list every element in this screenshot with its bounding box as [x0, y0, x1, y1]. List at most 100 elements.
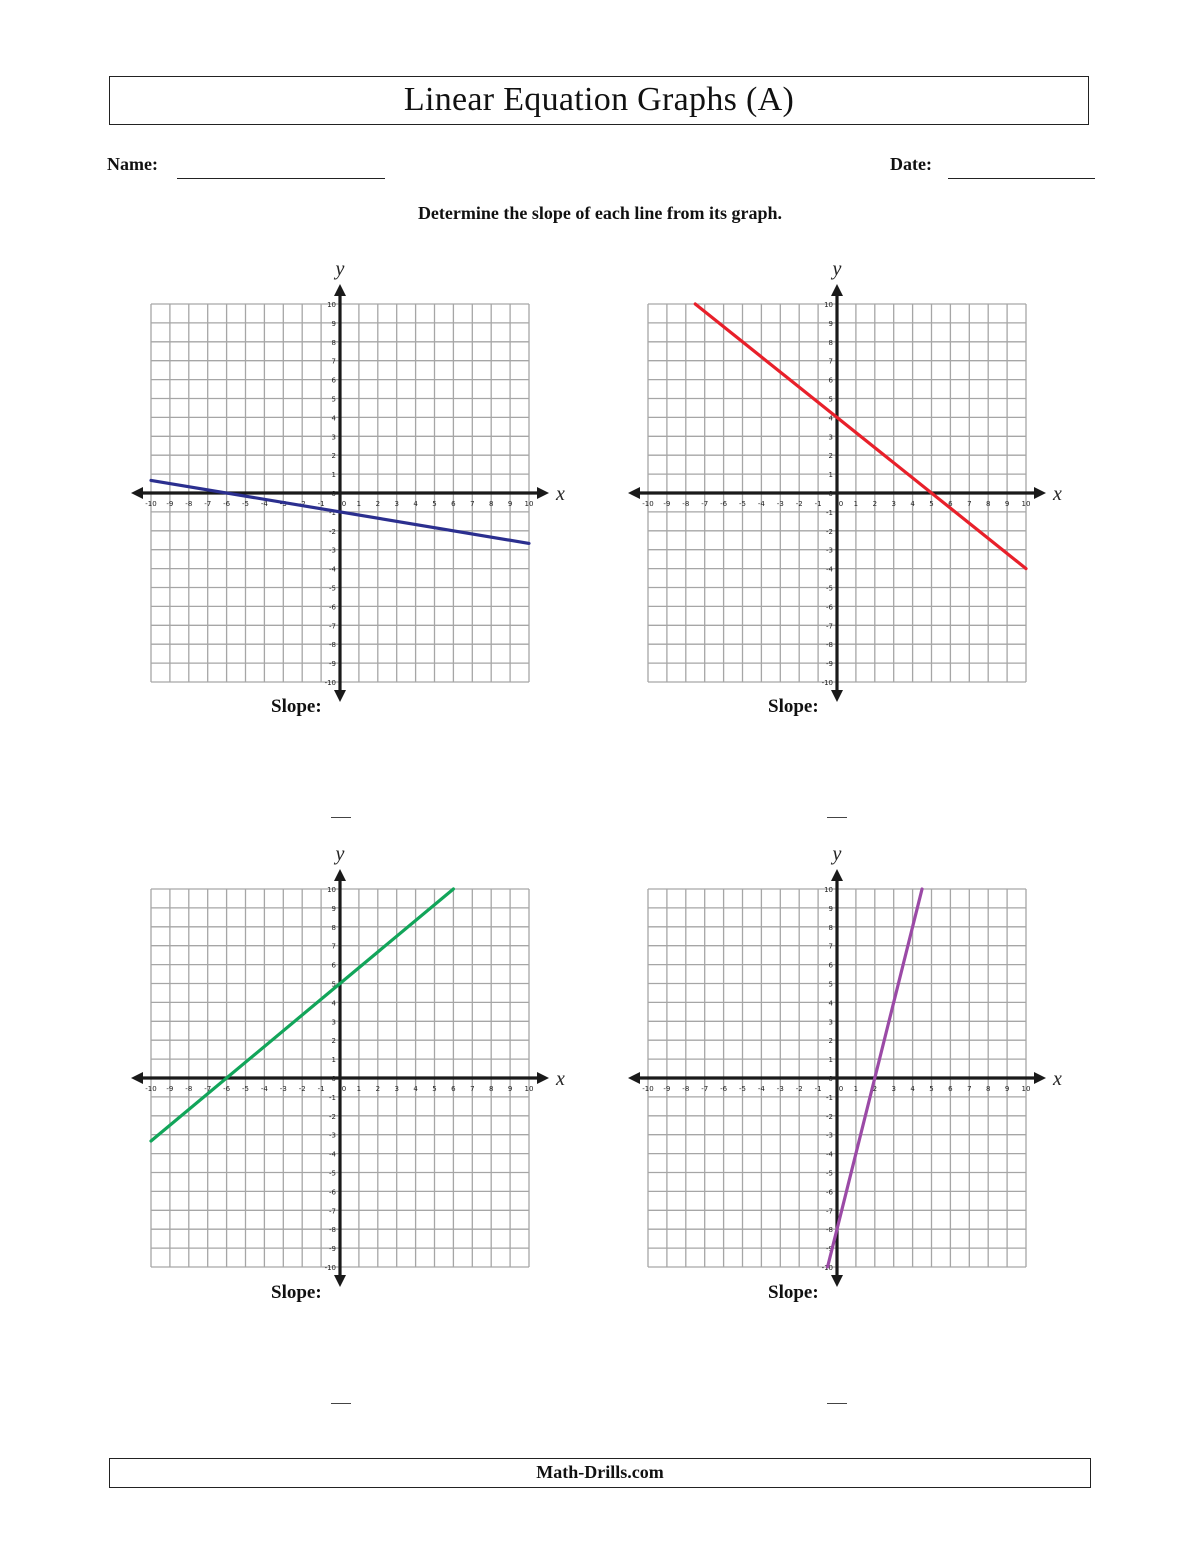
- svg-text:-5: -5: [242, 1085, 249, 1093]
- svg-text:-1: -1: [318, 1085, 325, 1093]
- svg-text:-9: -9: [663, 500, 670, 508]
- svg-text:0: 0: [332, 490, 336, 498]
- svg-text:1: 1: [829, 471, 833, 479]
- svg-text:-7: -7: [701, 500, 708, 508]
- svg-text:0: 0: [839, 500, 843, 508]
- svg-text:-10: -10: [822, 679, 833, 687]
- name-blank-line[interactable]: [177, 178, 385, 179]
- y-axis-up-arrow-icon: [334, 869, 346, 881]
- slope-answer-blank-1[interactable]: [331, 817, 351, 818]
- svg-text:-5: -5: [739, 500, 746, 508]
- svg-text:-9: -9: [663, 1085, 670, 1093]
- svg-text:1: 1: [332, 1056, 336, 1064]
- slope-answer-blank-4[interactable]: [827, 1403, 847, 1404]
- svg-text:-2: -2: [826, 528, 833, 536]
- coordinate-plane: -10-10-9-9-8-8-7-7-6-6-5-5-4-4-3-3-2-2-1…: [131, 843, 565, 1287]
- plotted-line: [149, 887, 455, 1143]
- svg-text:4: 4: [829, 414, 834, 422]
- svg-text:-5: -5: [826, 585, 833, 593]
- svg-text:5: 5: [332, 981, 336, 989]
- svg-text:5: 5: [829, 396, 833, 404]
- x-axis-label: x: [555, 1068, 565, 1090]
- svg-text:2: 2: [873, 500, 877, 508]
- svg-text:10: 10: [525, 1085, 534, 1093]
- svg-text:-9: -9: [826, 660, 833, 668]
- svg-text:1: 1: [829, 1056, 833, 1064]
- svg-text:0: 0: [839, 1085, 843, 1093]
- svg-text:0: 0: [342, 1085, 346, 1093]
- svg-text:10: 10: [1022, 500, 1031, 508]
- svg-text:-6: -6: [826, 603, 834, 611]
- date-blank-line[interactable]: [948, 178, 1095, 179]
- svg-text:0: 0: [829, 490, 833, 498]
- svg-text:-8: -8: [329, 1226, 336, 1234]
- svg-text:8: 8: [332, 339, 336, 347]
- svg-text:-8: -8: [826, 1226, 833, 1234]
- plotted-line: [693, 302, 1028, 571]
- svg-text:6: 6: [332, 962, 337, 970]
- svg-text:7: 7: [470, 1085, 474, 1093]
- svg-text:-3: -3: [777, 1085, 784, 1093]
- svg-text:2: 2: [829, 452, 833, 460]
- svg-text:8: 8: [829, 924, 833, 932]
- svg-text:9: 9: [829, 905, 833, 913]
- svg-text:3: 3: [332, 433, 336, 441]
- axes: [628, 284, 1046, 702]
- graph-2: -10 -10 -9 -9 -8 -8 -7 -7 -6 -6 -5 -5 -4 -4 -3 -3 -2 -2 -1…: [617, 255, 1077, 725]
- svg-text:0: 0: [332, 1075, 336, 1083]
- svg-text:-2: -2: [329, 1113, 336, 1121]
- svg-text:-8: -8: [185, 500, 192, 508]
- svg-text:6: 6: [948, 500, 953, 508]
- svg-text:-7: -7: [329, 622, 336, 630]
- svg-text:-5: -5: [739, 1085, 746, 1093]
- svg-text:9: 9: [332, 905, 336, 913]
- svg-text:4: 4: [829, 999, 834, 1007]
- svg-text:-8: -8: [185, 1085, 192, 1093]
- svg-text:-8: -8: [682, 500, 689, 508]
- y-axis-label: y: [334, 258, 345, 280]
- slope-answer-blank-3[interactable]: [331, 1403, 351, 1404]
- name-label: Name:: [107, 154, 158, 174]
- svg-text:7: 7: [967, 1085, 971, 1093]
- svg-text:1: 1: [332, 471, 336, 479]
- svg-text:-8: -8: [682, 1085, 689, 1093]
- slope-label-3: Slope:: [271, 1282, 322, 1303]
- svg-text:6: 6: [948, 1085, 953, 1093]
- svg-text:5: 5: [332, 396, 336, 404]
- svg-text:2: 2: [376, 1085, 380, 1093]
- svg-text:4: 4: [332, 999, 337, 1007]
- svg-text:10: 10: [525, 500, 534, 508]
- axes: [628, 869, 1046, 1287]
- svg-text:-4: -4: [826, 1151, 834, 1159]
- axes: [131, 869, 549, 1287]
- svg-text:3: 3: [829, 433, 833, 441]
- svg-text:-1: -1: [815, 1085, 822, 1093]
- svg-text:3: 3: [891, 1085, 895, 1093]
- svg-text:2: 2: [332, 1037, 336, 1045]
- svg-text:2: 2: [376, 500, 380, 508]
- svg-text:2: 2: [829, 1037, 833, 1045]
- svg-text:7: 7: [829, 358, 833, 366]
- svg-text:4: 4: [910, 1085, 915, 1093]
- slope-answer-blank-2[interactable]: [827, 817, 847, 818]
- svg-text:3: 3: [332, 1018, 336, 1026]
- svg-text:8: 8: [829, 339, 833, 347]
- svg-text:9: 9: [332, 320, 336, 328]
- svg-text:-10: -10: [145, 500, 156, 508]
- svg-text:1: 1: [854, 1085, 858, 1093]
- x-axis-left-arrow-icon: [131, 1072, 143, 1084]
- svg-text:7: 7: [332, 358, 336, 366]
- footer-site-name: Math-Drills.com: [536, 1462, 664, 1482]
- svg-text:8: 8: [489, 1085, 493, 1093]
- plotted-line: [825, 887, 924, 1269]
- svg-text:-1: -1: [815, 500, 822, 508]
- svg-text:-4: -4: [329, 566, 337, 574]
- svg-text:6: 6: [451, 1085, 456, 1093]
- x-axis-right-arrow-icon: [537, 1072, 549, 1084]
- svg-text:-5: -5: [826, 1170, 833, 1178]
- svg-text:8: 8: [489, 500, 493, 508]
- svg-text:-1: -1: [826, 1094, 833, 1102]
- instructions: Determine the slope of each line from it…: [417, 203, 783, 223]
- svg-text:9: 9: [508, 500, 512, 508]
- svg-text:-10: -10: [325, 1264, 336, 1272]
